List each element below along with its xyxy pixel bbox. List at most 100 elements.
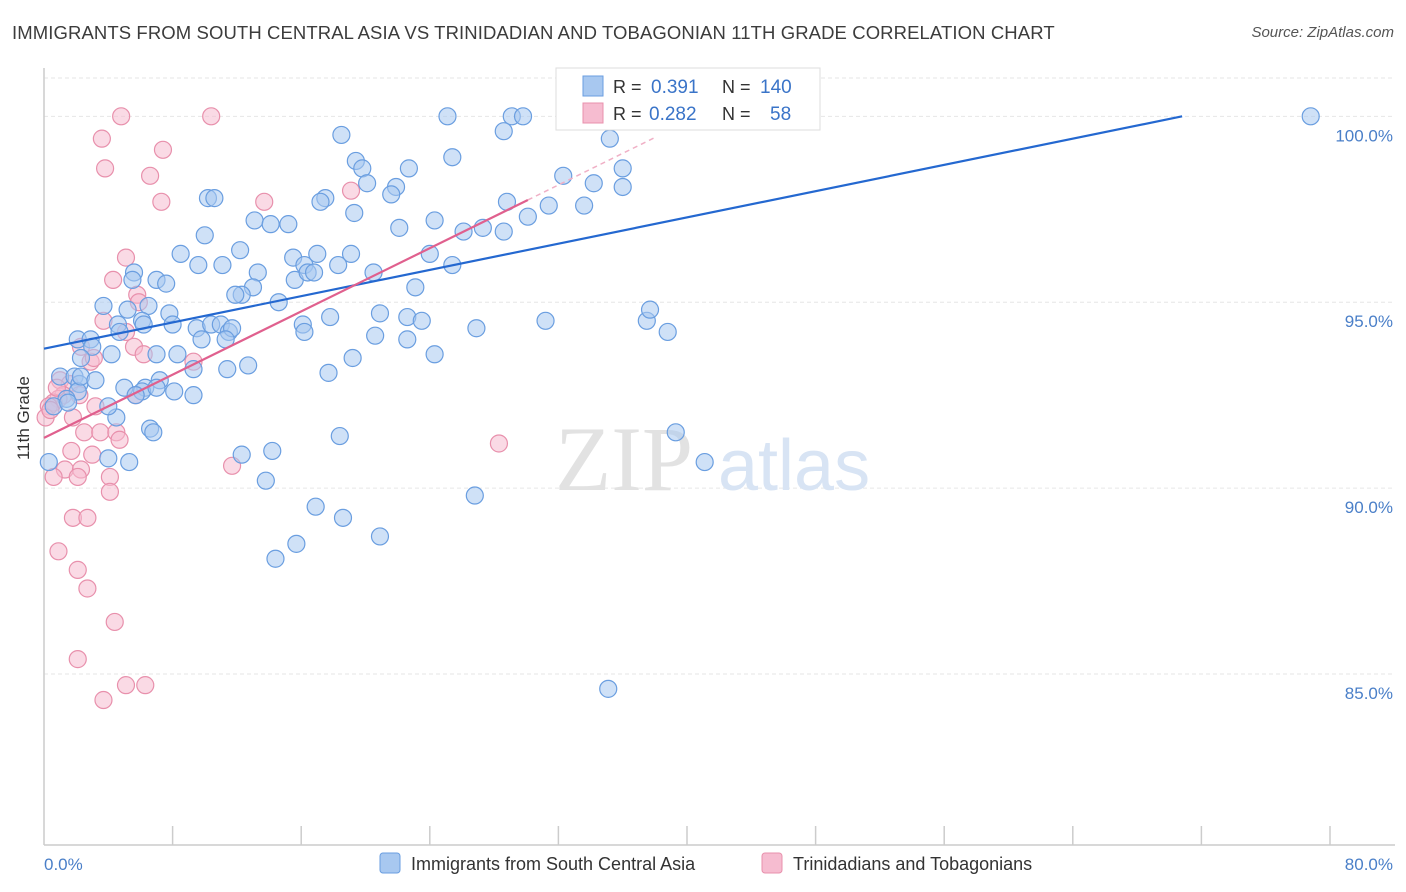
trinidadian-point-5 xyxy=(140,166,160,185)
trinidadian-point-32 xyxy=(91,423,110,442)
south-central-asia-point-15 xyxy=(613,177,632,197)
south-central-asia-point-126 xyxy=(333,508,353,527)
south-central-asia-point-55 xyxy=(406,278,425,297)
south-central-asia-point-92 xyxy=(425,345,444,364)
trinidadian-point-35 xyxy=(62,441,81,461)
trend-line-south-central-asia xyxy=(43,115,1183,350)
x-tick-label-min: 0.0% xyxy=(44,855,83,874)
trend-line-trinidadian-extension xyxy=(527,136,657,201)
south-central-asia-point-135 xyxy=(304,263,324,282)
south-central-asia-point-112 xyxy=(165,382,184,401)
south-central-asia-point-26 xyxy=(279,215,298,234)
gridlines xyxy=(44,77,1395,675)
south-central-asia-point-75 xyxy=(412,311,431,330)
x-tick-label-max: 80.0% xyxy=(1345,855,1393,874)
south-central-asia-point-34 xyxy=(171,244,190,263)
south-central-asia-point-128 xyxy=(370,527,390,546)
south-central-asia-point-121 xyxy=(99,449,118,468)
south-central-asia-point-131 xyxy=(599,679,618,698)
y-tick-label-1: 95.0% xyxy=(1345,312,1393,331)
trinidadian-point-31 xyxy=(75,423,94,442)
trinidadian-point-53 xyxy=(136,676,155,695)
trinidadian-point-7 xyxy=(152,192,171,211)
south-central-asia-point-139 xyxy=(539,196,558,215)
south-central-asia-point-71 xyxy=(295,322,314,342)
watermark: ZIP atlas xyxy=(555,408,870,510)
south-central-asia-point-133 xyxy=(613,159,632,178)
south-central-asia-point-117 xyxy=(330,426,349,446)
y-tick-label-0: 100.0% xyxy=(1335,126,1393,145)
trinidadian-point-2 xyxy=(92,129,111,148)
legend-n-label-2: N = xyxy=(722,104,751,124)
south-central-asia-point-90 xyxy=(366,326,385,345)
legend-n-label-1: N = xyxy=(722,77,751,97)
south-central-asia-point-20 xyxy=(382,185,401,204)
south-central-asia-point-84 xyxy=(102,345,121,364)
south-central-asia-point-105 xyxy=(86,371,105,390)
south-central-asia-point-137 xyxy=(59,393,78,412)
south-central-asia-point-87 xyxy=(168,345,187,364)
south-central-asia-point-85 xyxy=(71,348,91,368)
south-central-asia-point-28 xyxy=(518,207,537,226)
south-central-asia-point-21 xyxy=(575,196,594,215)
legend-r-value-2: 0.282 xyxy=(649,104,697,125)
south-central-asia-point-2 xyxy=(513,107,533,126)
south-central-asia-point-40 xyxy=(341,244,361,263)
south-central-asia-point-32 xyxy=(195,226,214,245)
trinidadian-point-0 xyxy=(112,107,131,126)
south-central-asia-point-27 xyxy=(390,218,409,237)
trend-lines xyxy=(43,115,1183,439)
south-central-asia-point-4 xyxy=(332,125,351,145)
south-central-asia-point-73 xyxy=(370,304,390,323)
legend-r-value-1: 0.391 xyxy=(651,77,699,98)
south-central-asia-point-33 xyxy=(231,241,250,260)
south-central-asia-point-123 xyxy=(263,441,282,461)
south-central-asia-point-6 xyxy=(600,129,619,148)
south-central-asia-point-50 xyxy=(157,274,176,293)
south-central-asia-point-39 xyxy=(308,244,327,263)
south-central-asia-point-77 xyxy=(536,311,555,330)
legend-swatch-blue xyxy=(582,75,604,97)
south-central-asia-point-116 xyxy=(144,423,163,442)
south-central-asia-point-35 xyxy=(189,255,208,275)
watermark-atlas: atlas xyxy=(718,426,870,506)
south-central-asia-point-134 xyxy=(329,255,348,275)
trinidadian-point-36 xyxy=(83,445,102,464)
south-central-asia-point-119 xyxy=(695,452,714,472)
series-south-central-asia-points xyxy=(39,107,1320,698)
bottom-legend-label-pink: Trinidadians and Tobagonians xyxy=(793,854,1032,874)
south-central-asia-point-122 xyxy=(232,445,251,464)
trinidadian-point-47 xyxy=(49,542,68,561)
trinidadian-point-1 xyxy=(202,107,221,126)
y-tick-labels: 100.0% 95.0% 90.0% 85.0% xyxy=(1335,126,1393,703)
south-central-asia-point-3 xyxy=(1301,107,1320,126)
bottom-legend-label-blue: Immigrants from South Central Asia xyxy=(411,854,696,874)
south-central-asia-point-11 xyxy=(554,166,573,185)
trinidadian-point-3 xyxy=(153,140,173,159)
trinidadian-point-4 xyxy=(95,159,115,178)
south-central-asia-point-22 xyxy=(311,192,330,211)
watermark-zip: ZIP xyxy=(555,408,693,510)
trinidadian-point-8 xyxy=(255,192,274,211)
trinidadian-point-54 xyxy=(94,690,113,710)
south-central-asia-point-0 xyxy=(438,107,457,126)
south-central-asia-point-80 xyxy=(658,322,677,342)
south-central-asia-point-130 xyxy=(266,549,285,568)
south-central-asia-point-76 xyxy=(467,319,486,338)
south-central-asia-point-12 xyxy=(358,174,377,193)
south-central-asia-point-48 xyxy=(123,270,142,290)
south-central-asia-point-86 xyxy=(147,345,166,364)
trinidadian-point-51 xyxy=(68,650,87,669)
south-central-asia-point-94 xyxy=(239,356,258,375)
bottom-legend: Immigrants from South Central Asia Trini… xyxy=(379,852,1032,874)
legend-n-value-1: 140 xyxy=(760,77,792,98)
south-central-asia-point-72 xyxy=(321,307,340,327)
south-central-asia-point-31 xyxy=(494,222,513,241)
legend-n-value-2: 58 xyxy=(770,104,791,125)
trinidadian-point-44 xyxy=(489,434,509,453)
south-central-asia-point-120 xyxy=(120,452,139,472)
x-ticks xyxy=(171,826,1331,845)
south-central-asia-point-56 xyxy=(94,296,113,316)
trinidadian-point-52 xyxy=(116,676,136,695)
south-central-asia-point-36 xyxy=(213,255,232,275)
